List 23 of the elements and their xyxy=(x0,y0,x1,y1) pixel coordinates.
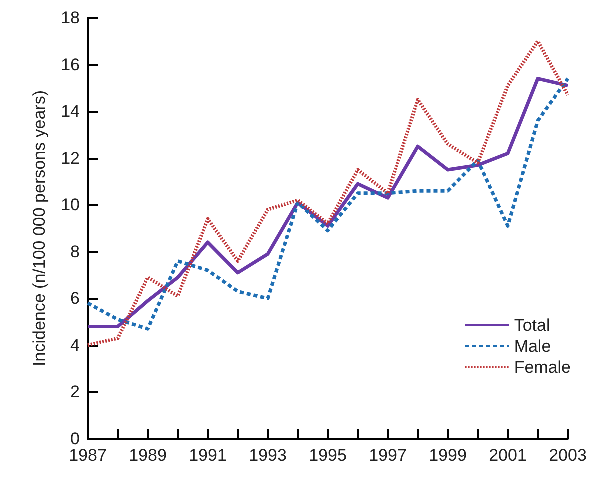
y-tick-label: 18 xyxy=(61,8,80,28)
y-tick-label: 10 xyxy=(61,196,80,215)
x-tick-label: 2001 xyxy=(489,446,527,465)
x-tick-label: 1991 xyxy=(189,446,227,465)
x-tick-label: 1995 xyxy=(309,446,347,465)
x-tick-label: 1997 xyxy=(369,446,407,465)
y-tick-label: 6 xyxy=(70,289,80,308)
legend-label: Male xyxy=(514,337,552,356)
y-tick-label: 14 xyxy=(61,102,80,122)
x-tick-label: 1999 xyxy=(429,446,467,465)
x-tick-label: 1987 xyxy=(69,446,107,465)
x-tick-label: 2003 xyxy=(549,446,587,465)
y-tick-label: 16 xyxy=(61,55,80,74)
legend-label: Female xyxy=(514,358,571,377)
y-tick-label: 2 xyxy=(70,382,80,402)
y-tick-label: 0 xyxy=(70,430,80,448)
x-tick-label: 1993 xyxy=(249,446,287,465)
y-axis-title: Incidence (n/100 000 persons years) xyxy=(30,90,49,366)
legend-label: Total xyxy=(514,316,550,335)
y-tick-label: 12 xyxy=(61,148,80,168)
y-tick-label: 4 xyxy=(70,336,80,355)
x-tick-label: 1989 xyxy=(129,446,167,465)
y-tick-label: 8 xyxy=(70,242,80,262)
